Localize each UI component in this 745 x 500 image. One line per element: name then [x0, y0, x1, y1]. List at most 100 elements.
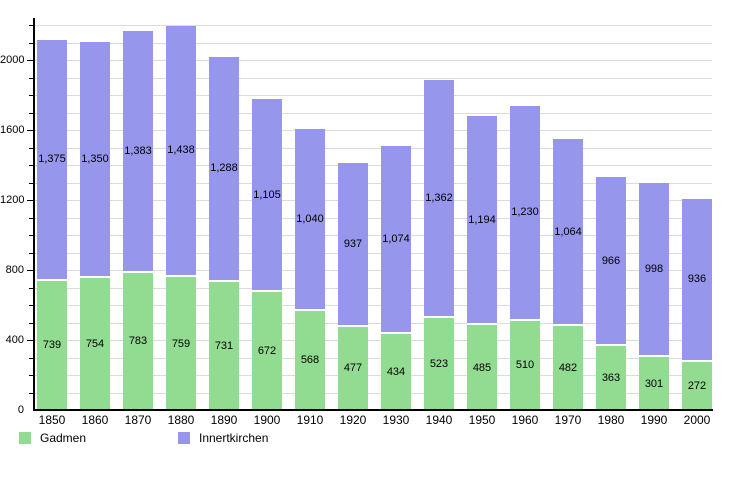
bar-value-label-innertkirchen: 937 — [343, 237, 363, 250]
x-axis-label: 1890 — [210, 413, 238, 427]
bar-segment-innertkirchen: 1,194 — [467, 116, 497, 326]
bar-value-label-gadmen: 510 — [515, 359, 535, 372]
legend-item-innertkirchen: Innertkirchen — [178, 431, 268, 445]
bar-segment-gadmen: 434 — [381, 334, 411, 410]
bar-value-label-gadmen: 482 — [558, 361, 578, 374]
bar-segment-gadmen: 301 — [639, 357, 669, 410]
bar-value-label-innertkirchen: 1,350 — [81, 152, 109, 165]
bar-value-label-innertkirchen: 1,230 — [511, 206, 539, 219]
gridline — [34, 165, 712, 166]
gridline — [34, 182, 712, 184]
bar-segment-gadmen: 272 — [682, 362, 712, 410]
bar-value-label-innertkirchen: 966 — [601, 254, 621, 267]
bar-segment-gadmen: 754 — [80, 278, 110, 410]
legend-item-gadmen: Gadmen — [19, 431, 86, 445]
y-axis-minor-tick — [29, 322, 34, 324]
gridline — [34, 340, 712, 341]
bar-value-label-innertkirchen: 1,064 — [554, 225, 582, 238]
y-axis-minor-tick — [29, 252, 34, 254]
gridline — [34, 130, 712, 131]
bar-segment-gadmen: 523 — [424, 318, 454, 410]
gridline — [34, 42, 712, 44]
bar-value-label-gadmen: 523 — [429, 358, 449, 371]
y-axis-minor-tick — [29, 392, 34, 394]
gridline — [34, 77, 712, 79]
x-axis-label: 1860 — [81, 413, 109, 427]
y-axis-minor-tick — [29, 42, 34, 44]
bar-segment-innertkirchen: 1,350 — [80, 41, 110, 279]
bar-segment-gadmen: 759 — [166, 277, 196, 410]
gridline — [34, 252, 712, 254]
gridline — [34, 235, 712, 236]
x-axis-label: 1880 — [167, 413, 195, 427]
bar-segment-innertkirchen: 1,362 — [424, 80, 454, 319]
legend-label: Innertkirchen — [199, 431, 269, 445]
y-axis-major-tick — [27, 60, 34, 61]
bar-value-label-gadmen: 568 — [300, 354, 320, 367]
legend-swatch-gadmen — [19, 432, 31, 444]
bar-value-label-innertkirchen: 1,438 — [167, 144, 195, 157]
gridline — [34, 147, 712, 149]
bar-value-label-innertkirchen: 1,105 — [253, 188, 281, 201]
y-axis-minor-tick — [29, 217, 34, 219]
bar-segment-innertkirchen: 1,383 — [123, 30, 153, 273]
gridline — [34, 392, 712, 394]
bar-segment-innertkirchen: 1,074 — [381, 146, 411, 335]
bar-value-label-gadmen: 485 — [472, 361, 492, 374]
x-axis-label: 1990 — [640, 413, 668, 427]
y-axis-line — [33, 18, 35, 411]
x-axis-label: 1920 — [339, 413, 367, 427]
y-axis-major-tick — [27, 340, 34, 341]
bar-value-label-gadmen: 363 — [601, 372, 621, 385]
y-axis-tick-label: 0 — [17, 404, 24, 416]
bar-segment-innertkirchen: 998 — [639, 182, 669, 358]
bar-value-label-innertkirchen: 1,288 — [210, 162, 238, 175]
bar-segment-gadmen: 482 — [553, 325, 583, 410]
legend-swatch-innertkirchen — [178, 432, 190, 444]
bar-value-label-innertkirchen: 1,074 — [382, 233, 410, 246]
y-axis-minor-tick — [29, 182, 34, 184]
gridline — [34, 287, 712, 289]
x-axis-label: 1970 — [554, 413, 582, 427]
gridline — [34, 25, 712, 26]
bar-value-label-gadmen: 759 — [171, 337, 191, 350]
y-axis-minor-tick — [29, 235, 34, 236]
bar-segment-innertkirchen: 1,040 — [295, 128, 325, 311]
bar-value-label-gadmen: 754 — [85, 338, 105, 351]
bar-value-label-gadmen: 434 — [386, 366, 406, 379]
y-axis-tick-label: 1600 — [0, 124, 25, 136]
bar-value-label-gadmen: 783 — [128, 335, 148, 348]
gridline — [34, 270, 712, 271]
bar-segment-gadmen: 568 — [295, 310, 325, 410]
bar-segment-gadmen: 739 — [37, 280, 67, 410]
gridline — [34, 217, 712, 219]
y-axis-tick-label: 1200 — [0, 194, 25, 206]
bar-value-label-innertkirchen: 936 — [687, 273, 707, 286]
bar-segment-innertkirchen: 1,288 — [209, 56, 239, 283]
y-axis-tick-label: 800 — [5, 264, 24, 276]
y-axis-major-tick — [27, 130, 34, 131]
bar-segment-gadmen: 731 — [209, 282, 239, 410]
y-axis-minor-tick — [29, 95, 34, 96]
y-axis-minor-tick — [29, 77, 34, 79]
x-axis-label: 1930 — [382, 413, 410, 427]
bar-segment-innertkirchen: 937 — [338, 162, 368, 327]
bar-segment-gadmen: 485 — [467, 325, 497, 410]
bar-segment-innertkirchen: 1,105 — [252, 99, 282, 293]
bar-segment-gadmen: 672 — [252, 292, 282, 410]
bar-segment-innertkirchen: 966 — [596, 177, 626, 347]
legend-label: Gadmen — [40, 431, 87, 445]
bar-value-label-gadmen: 272 — [687, 380, 707, 393]
y-axis-minor-tick — [29, 287, 34, 289]
y-axis-major-tick — [27, 270, 34, 271]
bar-value-label-gadmen: 739 — [42, 339, 62, 352]
y-axis-major-tick — [27, 200, 34, 201]
x-axis-label: 1900 — [253, 413, 281, 427]
bar-segment-gadmen: 477 — [338, 326, 368, 410]
x-axis-label: 1910 — [296, 413, 324, 427]
bar-segment-gadmen: 363 — [596, 346, 626, 410]
gridline — [34, 375, 712, 376]
gridline — [34, 200, 712, 201]
y-axis-minor-tick — [29, 25, 34, 26]
gridline — [34, 60, 712, 61]
